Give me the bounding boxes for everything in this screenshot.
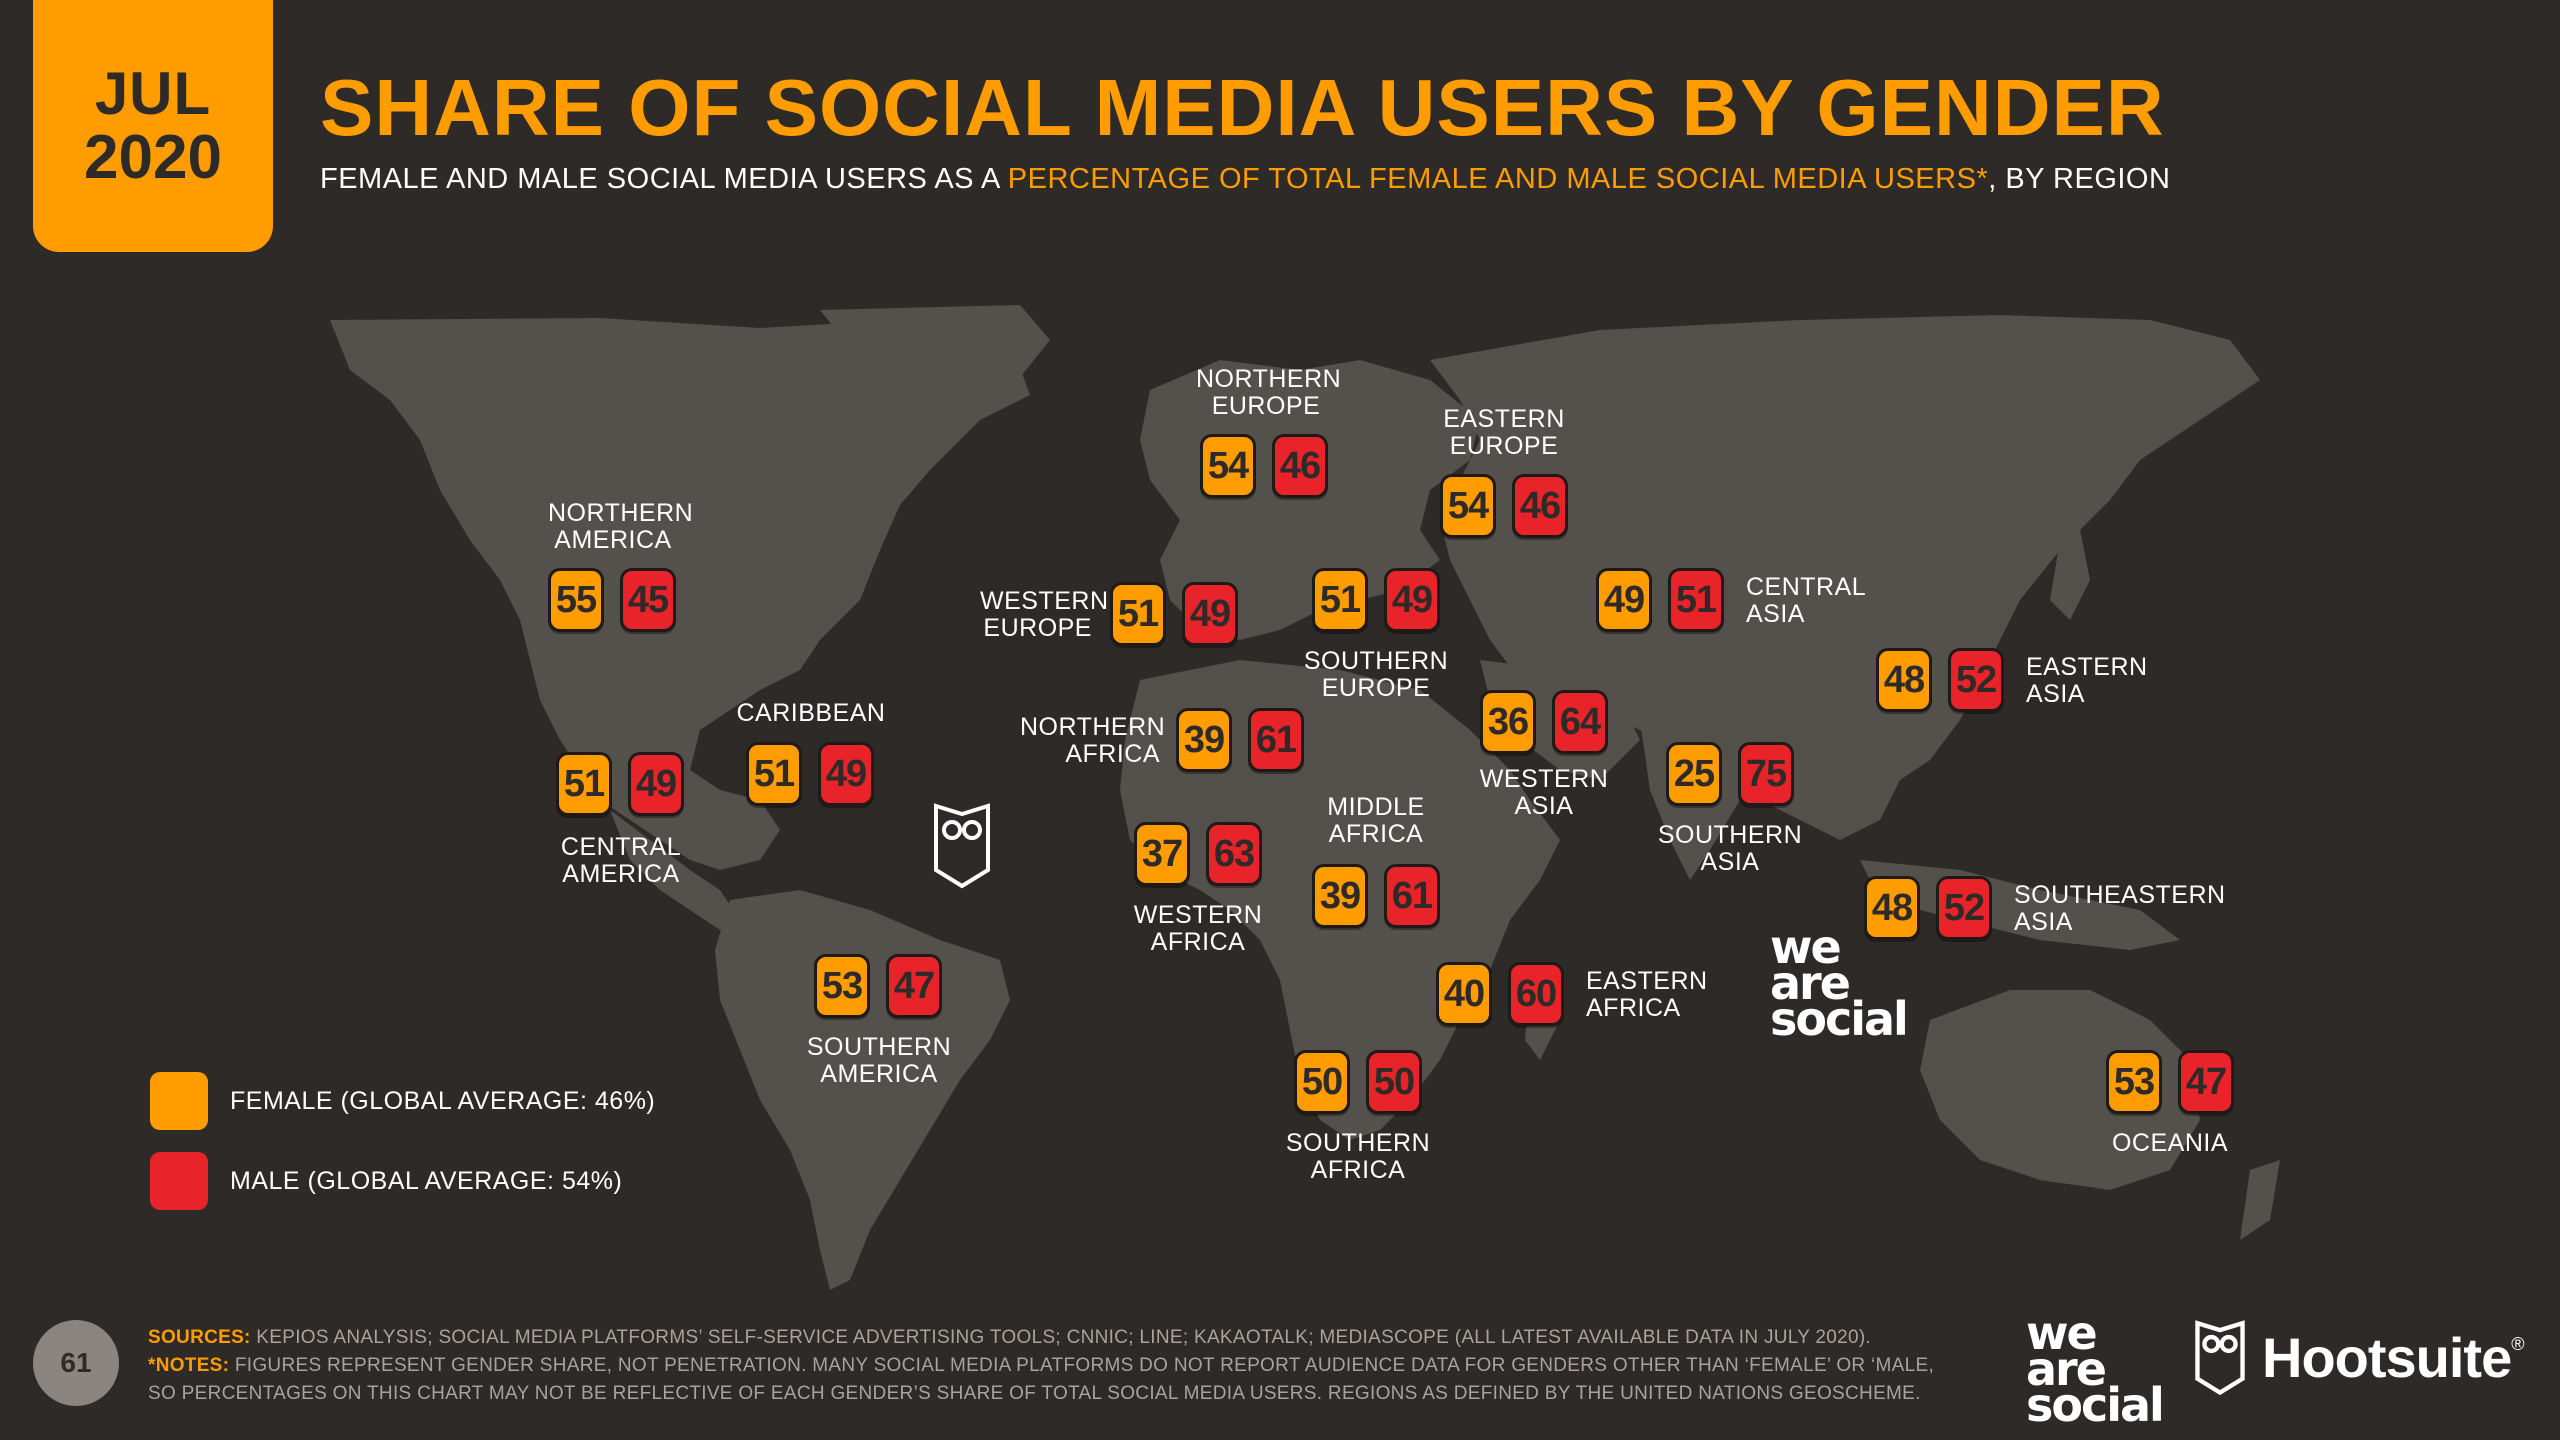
female-value: 49 [1596,568,1652,632]
region-label: CENTRAL ASIA [1746,573,1867,628]
male-value: 47 [2178,1050,2234,1114]
female-value: 37 [1134,822,1190,886]
region-label: SOUTHERN AFRICA [1285,1129,1431,1184]
male-value: 47 [886,954,942,1018]
female-value: 55 [548,568,604,632]
land-north-america [330,318,1030,870]
land-asia [1430,315,2260,840]
page-subtitle: FEMALE AND MALE SOCIAL MEDIA USERS AS A … [320,163,2170,196]
region-label: CENTRAL AMERICA [560,833,682,888]
female-value: 53 [814,954,870,1018]
region-label: CARIBBEAN [736,699,886,727]
registered-mark: ® [2511,1334,2525,1354]
female-value: 54 [1200,434,1256,498]
male-value: 60 [1508,962,1564,1026]
page-number: 61 [33,1320,119,1406]
male-value: 61 [1384,864,1440,928]
female-value: 48 [1876,648,1932,712]
region-label: NORTHERN EUROPE [1196,365,1342,420]
region-label: SOUTHEASTERN ASIA [2014,881,2226,936]
region-label: OCEANIA [2111,1129,2229,1157]
female-value: 50 [1294,1050,1350,1114]
legend-male-label: MALE (GLOBAL AVERAGE: 54%) [230,1166,623,1195]
female-value: 25 [1666,742,1722,806]
male-value: 45 [620,568,676,632]
region-label: SOUTHERN EUROPE [1303,647,1449,702]
female-value: 51 [1312,568,1368,632]
female-value: 48 [1864,876,1920,940]
male-value: 52 [1948,648,2004,712]
hootsuite-wordmark: Hootsuite [2262,1325,2512,1389]
notes-line-2: SO PERCENTAGES ON THIS CHART MAY NOT BE … [148,1383,1921,1404]
male-value: 49 [1182,582,1238,646]
region-label: EASTERN ASIA [2026,653,2148,708]
female-value: 51 [556,752,612,816]
male-value: 49 [628,752,684,816]
male-value: 50 [1366,1050,1422,1114]
male-value: 51 [1668,568,1724,632]
footer-notes: SOURCES: KEPIOS ANALYSIS; SOCIAL MEDIA P… [148,1324,1948,1408]
region-label: WESTERN AFRICA [1133,901,1263,956]
legend-male: MALE (GLOBAL AVERAGE: 54%) [150,1152,622,1210]
hootsuite-owl-logo-icon [2195,1320,2245,1396]
land-south-america [715,890,1010,1290]
region-label: SOUTHERN AMERICA [806,1033,952,1088]
male-value: 64 [1552,690,1608,754]
land-central-america [610,810,740,930]
legend-male-swatch [150,1152,208,1210]
page-title: SHARE OF SOCIAL MEDIA USERS BY GENDER [320,63,2165,152]
land-new-zealand [2240,1160,2280,1240]
region-label: EASTERN EUROPE [1443,405,1565,460]
region-label: MIDDLE AFRICA [1327,793,1425,848]
land-greenland [820,305,1050,410]
region-label: WESTERN ASIA [1479,765,1609,820]
subtitle-highlight: PERCENTAGE OF TOTAL FEMALE AND MALE SOCI… [1007,163,1989,195]
female-value: 51 [1110,582,1166,646]
female-value: 39 [1176,708,1232,772]
region-label: WESTERN EUROPE [980,587,1109,642]
region-label: SOUTHERN ASIA [1657,821,1803,876]
male-value: 46 [1272,434,1328,498]
male-value: 49 [1384,568,1440,632]
legend-female: FEMALE (GLOBAL AVERAGE: 46%) [150,1072,655,1130]
male-value: 75 [1738,742,1794,806]
date-badge: JUL 2020 [33,0,273,252]
female-value: 36 [1480,690,1536,754]
hootsuite-owl-icon [934,803,990,889]
female-value: 54 [1440,474,1496,538]
legend-female-swatch [150,1072,208,1130]
land-australia [1920,990,2200,1190]
region-label: NORTHERN AFRICA [1020,713,1166,768]
we-are-social-logo: we are social [1770,920,1909,1046]
male-value: 49 [818,742,874,806]
female-value: 39 [1312,864,1368,928]
male-value: 63 [1206,822,1262,886]
female-value: 40 [1436,962,1492,1026]
date-year: 2020 [84,122,222,192]
sources-line: SOURCES: KEPIOS ANALYSIS; SOCIAL MEDIA P… [148,1327,1872,1348]
female-value: 53 [2106,1050,2162,1114]
region-label: NORTHERN AMERICA [548,499,694,554]
we-are-social-footer-logo: we are social [2026,1306,2165,1432]
male-value: 46 [1512,474,1568,538]
male-value: 52 [1936,876,1992,940]
date-month: JUL [94,59,212,127]
land-uk [1165,430,1205,510]
land-japan [2050,530,2090,620]
male-value: 61 [1248,708,1304,772]
female-value: 51 [746,742,802,806]
region-label: EASTERN AFRICA [1586,967,1708,1022]
subtitle-part2: , BY REGION [1988,163,2171,195]
legend-female-label: FEMALE (GLOBAL AVERAGE: 46%) [230,1086,656,1115]
hootsuite-logo: Hootsuite ® [2192,1318,2524,1396]
notes-line: *NOTES: FIGURES REPRESENT GENDER SHARE, … [148,1355,1935,1376]
subtitle-part1: FEMALE AND MALE SOCIAL MEDIA USERS AS A [320,163,1008,195]
